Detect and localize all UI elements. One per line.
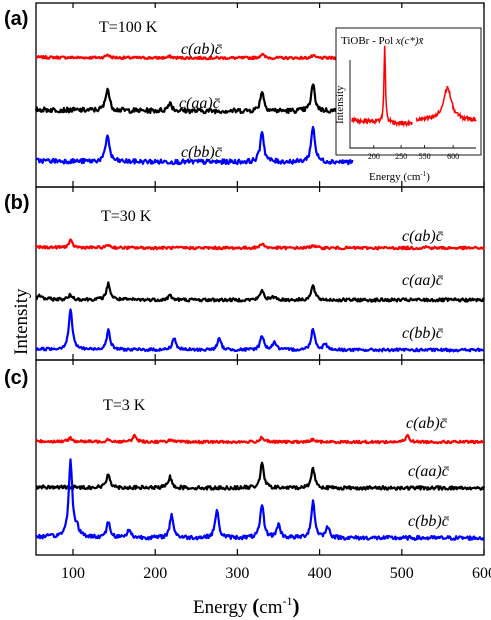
inset-x-axis-label: Energy (cm-1) [369,170,430,183]
inset-spectrum-segment [351,45,413,128]
spectrum-c-ab [35,433,485,445]
y-axis-title: Intensity [11,288,32,355]
x-tick-label: 500 [390,565,414,582]
inset-title: TiOBr - Pol x(c*)x̄ [341,35,424,47]
inset-x-tick-label: 250 [395,152,407,161]
series-label-c-aa: c(aa)c̄ [408,463,449,480]
inset-chart: TiOBr - Pol x(c*)x̄ Intensity 200 250 550 6… [334,27,482,183]
panel-label-b: (b) [4,192,30,214]
spectrum-c-aa [35,461,486,491]
inset-spectrum-segment [415,85,477,123]
series-label-a-ab: c(ab)c̄ [181,41,222,58]
panel-label-c: (c) [4,367,28,389]
inset-axis: 200 250 550 600 [349,45,477,161]
series-label-c-ab: c(ab)c̄ [406,415,447,432]
x-axis: 100 200 300 400 500 600 [61,3,491,582]
x-tick-label: 300 [225,565,249,582]
spectrum-b-aa [35,281,485,303]
spectra-curves [34,52,486,541]
inset-axes-lines [349,60,476,149]
temperature-label-b: T=30 K [101,208,152,225]
series-label-b-ab: c(ab)c̄ [402,228,443,245]
spectrum-c-bb [34,458,485,541]
series-label-b-aa: c(aa)c̄ [402,272,443,289]
panel-frame-c [35,359,485,556]
temperature-label-c: T=3 K [103,397,146,414]
spectrum-a-bb [35,125,354,166]
x-tick-label: 200 [143,565,167,582]
x-tick-label: 400 [308,565,332,582]
inset-y-axis-label: Intensity [334,85,346,124]
series-label-b-bb: c(bb)c̄ [402,325,443,342]
spectrum-a-ab [35,52,353,61]
spectrum-a-aa [34,83,354,115]
inset-x-tick-label: 550 [419,152,431,161]
series-label-a-aa: c(aa)c̄ [179,95,220,112]
inset-frame [335,27,482,156]
x-tick-label: 100 [61,565,85,582]
spectrum-b-ab [34,238,486,251]
inset-x-tick-label: 600 [447,152,459,161]
temperature-label-a: T=100 K [99,19,158,36]
panel-label-a: (a) [4,8,28,30]
x-axis-title: Energy (cm-1) [193,594,300,618]
series-label-c-bb: c(bb)c̄ [408,513,449,530]
spectrum-b-bb [35,308,485,353]
x-tick-label: 600 [472,565,491,582]
series-label-a-bb: c(bb)c̄ [181,144,222,161]
inset-x-tick-label: 200 [368,152,380,161]
